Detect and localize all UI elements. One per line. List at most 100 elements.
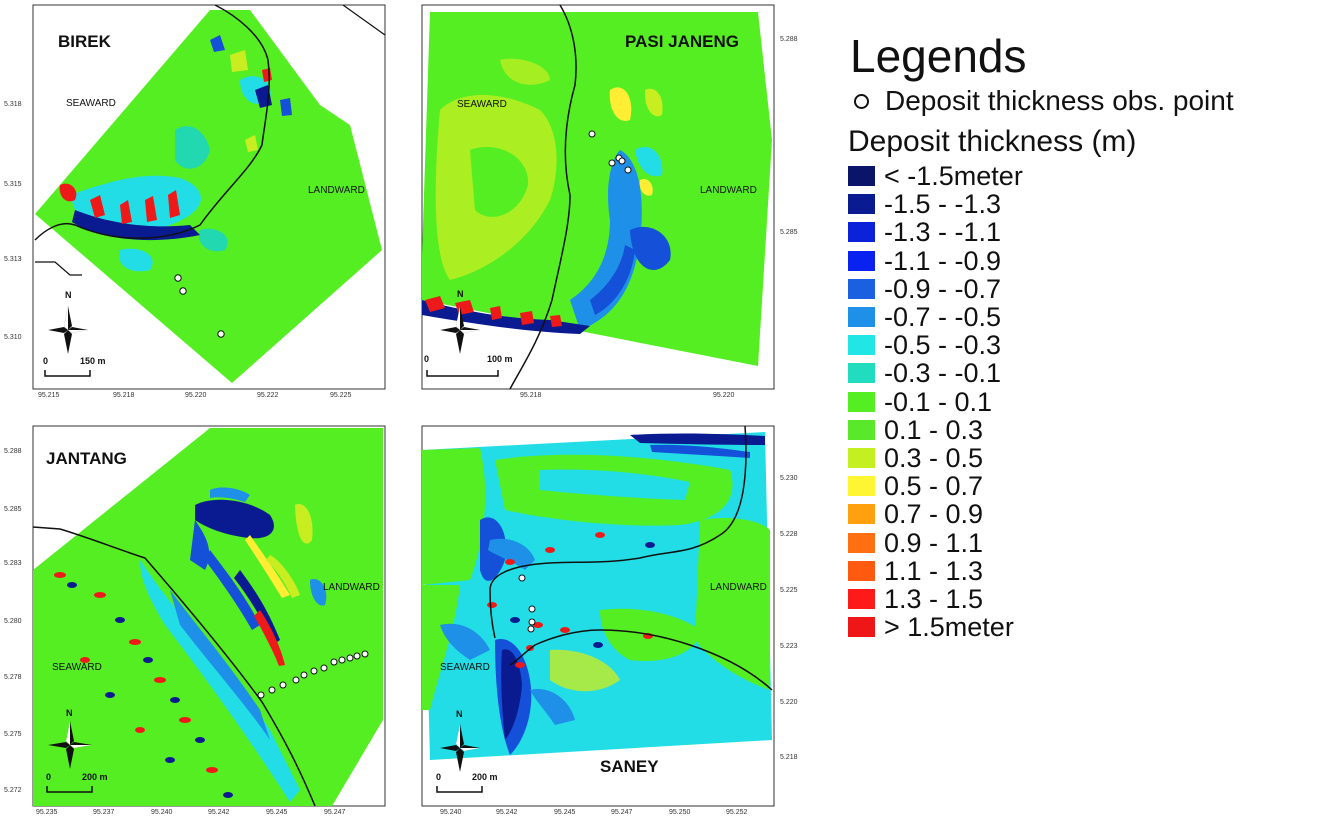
- legend-swatch: [848, 560, 875, 581]
- legend-class-label: 0.9 - 1.1: [884, 527, 984, 558]
- legend-class-label: > 1.5meter: [884, 612, 1014, 643]
- saney-y-tick: 5.225: [780, 587, 798, 594]
- legend-class-label: 1.3 - 1.5: [884, 583, 984, 614]
- jantang-scale-bar: [46, 786, 93, 793]
- legend-swatch: [848, 194, 875, 215]
- panel-jantang: JANTANG SEAWARD LANDWARD N 0 200 m 5.288…: [0, 410, 400, 823]
- birek-scale-bar: [44, 370, 91, 377]
- jantang-x-tick: 95.240: [151, 809, 173, 816]
- legend-obs-point: Deposit thickness obs. point: [854, 84, 1318, 118]
- legend-class-row: 0.5 - 0.7: [848, 472, 1318, 500]
- pasi-janeng-seaward-label: SEAWARD: [457, 99, 507, 110]
- legend-swatch: [848, 278, 875, 299]
- legend-class-row: > 1.5meter: [848, 613, 1318, 641]
- saney-x-tick: 95.247: [611, 809, 633, 816]
- pasi-janeng-x-tick: 95.220: [713, 392, 735, 399]
- jantang-scale-label: 200 m: [82, 772, 108, 782]
- pasi-janeng-title: PASI JANENG: [625, 32, 739, 51]
- birek-y-tick: 5.310: [4, 334, 22, 341]
- legend-swatch: [848, 617, 875, 638]
- birek-surface: [35, 10, 382, 383]
- birek-x-tick: 95.225: [330, 392, 352, 399]
- birek-north-label: N: [65, 290, 72, 300]
- saney-coastline-south: [509, 629, 773, 691]
- birek-x-tick: 95.220: [185, 392, 207, 399]
- jantang-speckles: [54, 572, 233, 798]
- legend-class-row: -0.9 - -0.7: [848, 275, 1318, 303]
- saney-title: SANEY: [600, 757, 659, 776]
- pasi-janeng-scale-label: 100 m: [487, 354, 513, 364]
- birek-y-tick: 5.313: [4, 256, 22, 263]
- jantang-x-tick: 95.235: [36, 809, 58, 816]
- legend-class-row: 1.1 - 1.3: [848, 557, 1318, 585]
- saney-map: [421, 425, 775, 807]
- saney-landward-label: LANDWARD: [710, 582, 767, 593]
- legend-class-label: 0.7 - 0.9: [884, 499, 984, 530]
- legend-class-row: -0.1 - 0.1: [848, 388, 1318, 416]
- pasi-janeng-scale-bar: [426, 370, 499, 377]
- jantang-seaward-label: SEAWARD: [52, 662, 102, 673]
- jantang-y-tick: 5.272: [4, 787, 22, 794]
- jantang-y-tick: 5.288: [4, 448, 22, 455]
- saney-scale-zero: 0: [436, 772, 442, 782]
- saney-y-tick: 5.223: [780, 643, 798, 650]
- birek-map: [32, 4, 386, 390]
- panel-pasi-janeng: PASI JANENG SEAWARD LANDWARD N 0 100 m 5…: [400, 0, 820, 410]
- jantang-obs-points: [257, 650, 369, 699]
- jantang-coastline: [32, 526, 316, 807]
- birek-y-tick: 5.318: [4, 101, 22, 108]
- legend-class-row: 0.7 - 0.9: [848, 500, 1318, 528]
- legend: Legends Deposit thickness obs. point Dep…: [848, 30, 1318, 641]
- saney-y-tick: 5.230: [780, 475, 798, 482]
- saney-scale-label: 200 m: [472, 772, 498, 782]
- jantang-surface: [33, 428, 383, 806]
- legend-class-row: -1.1 - -0.9: [848, 247, 1318, 275]
- saney-coastline-north: [489, 425, 747, 639]
- saney-scale-bar: [436, 786, 483, 793]
- legend-class-row: 0.3 - 0.5: [848, 444, 1318, 472]
- saney-x-tick: 95.240: [440, 809, 462, 816]
- jantang-map: [32, 425, 386, 807]
- panel-saney: SANEY SEAWARD LANDWARD N 0 200 m 5.230 5…: [400, 410, 820, 823]
- legend-swatch: [848, 307, 875, 328]
- legend-class-label: -1.1 - -0.9: [884, 245, 1002, 276]
- saney-north-arrow: [440, 724, 480, 772]
- legend-class-label: 0.5 - 0.7: [884, 471, 984, 502]
- legend-class-row: -1.3 - -1.1: [848, 218, 1318, 246]
- birek-x-tick: 95.218: [113, 392, 135, 399]
- legend-class-row: -1.5 - -1.3: [848, 190, 1318, 218]
- legend-class-row: < -1.5meter: [848, 162, 1318, 190]
- obs-point-icon: [854, 93, 869, 109]
- legend-swatch: [848, 476, 875, 497]
- saney-y-tick: 5.220: [780, 699, 798, 706]
- legend-swatch: [848, 363, 875, 384]
- legend-swatch: [848, 222, 875, 243]
- jantang-y-tick: 5.285: [4, 506, 22, 513]
- legend-swatch: [848, 250, 875, 271]
- legend-class-label: -0.9 - -0.7: [884, 273, 1002, 304]
- jantang-x-tick: 95.245: [266, 809, 288, 816]
- jantang-y-tick: 5.275: [4, 731, 22, 738]
- legend-classes: < -1.5meter -1.5 - -1.3 -1.3 - -1.1 -1.1 - …: [848, 162, 1318, 641]
- legend-class-label: 1.1 - 1.3: [884, 555, 984, 586]
- legend-class-label: 0.3 - 0.5: [884, 442, 984, 473]
- saney-y-tick: 5.228: [780, 531, 798, 538]
- legend-class-row: -0.5 - -0.3: [848, 331, 1318, 359]
- pasi-janeng-scale-zero: 0: [424, 354, 430, 364]
- birek-scale-label: 150 m: [80, 356, 106, 366]
- pasi-janeng-y-tick: 5.288: [780, 36, 798, 43]
- pasi-janeng-landward-label: LANDWARD: [700, 185, 757, 196]
- birek-x-tick: 95.222: [257, 392, 279, 399]
- legend-class-label: -0.7 - -0.5: [884, 302, 1002, 333]
- birek-coastline: [34, 4, 270, 241]
- legend-class-label: -0.3 - -0.1: [884, 358, 1002, 389]
- birek-seaward-label: SEAWARD: [66, 98, 116, 109]
- birek-title: BIREK: [58, 32, 111, 51]
- legend-swatch: [848, 588, 875, 609]
- jantang-landward-label: LANDWARD: [323, 582, 380, 593]
- pasi-janeng-x-tick: 95.218: [520, 392, 542, 399]
- legend-subtitle: Deposit thickness (m): [848, 125, 1137, 158]
- legend-swatch: [848, 335, 875, 356]
- legend-class-row: 0.9 - 1.1: [848, 527, 1318, 558]
- legend-swatch: [848, 419, 875, 440]
